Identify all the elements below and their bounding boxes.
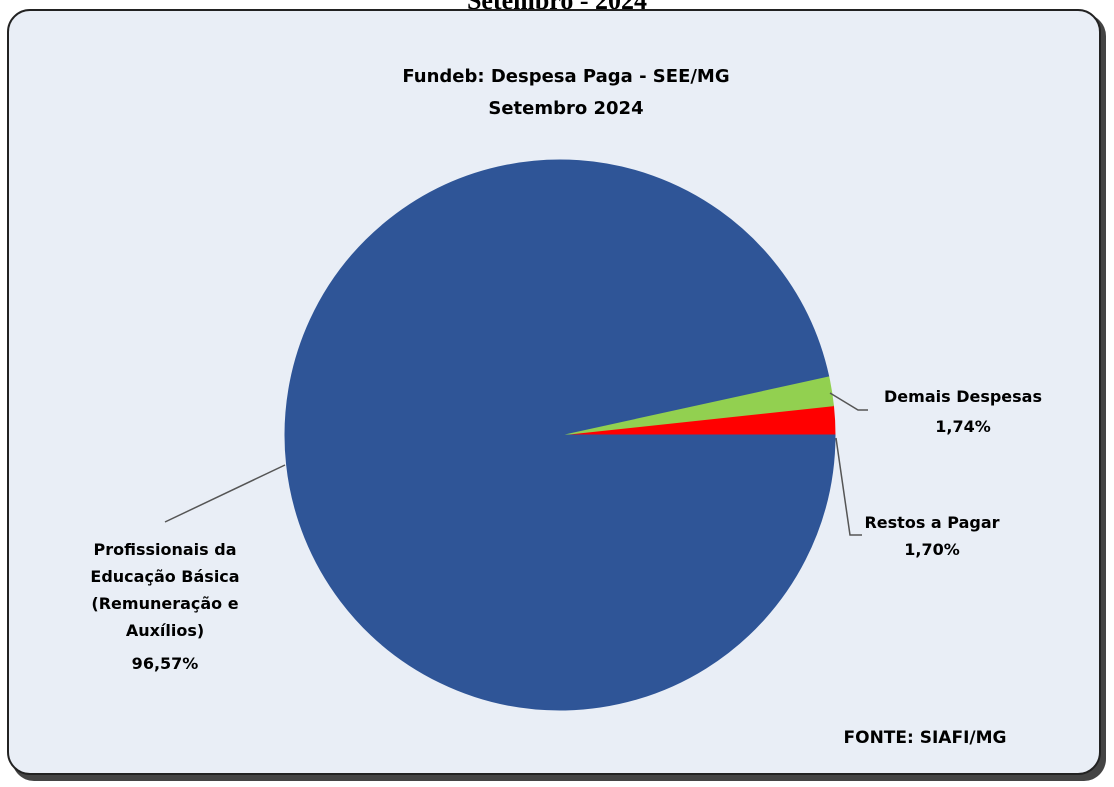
slice-label: Profissionais da Educação Básica (Remune… [90,540,240,640]
leader-line [164,464,286,523]
leader-line [835,437,862,536]
slice-label: Demais Despesas [884,387,1042,406]
chart-title: Fundeb: Despesa Paga - SEE/MG [402,66,729,87]
slice-value-label: 1,70% [904,540,960,559]
chart-subtitle: Setembro 2024 [488,98,643,119]
leader-line [829,392,868,411]
slice-label: Restos a Pagar [864,513,1000,532]
source: FONTE: SIAFI/MG [844,728,1007,748]
slice-value-label: 96,57% [131,654,199,673]
pie-slice [284,159,836,711]
slice-value-label: 1,74% [935,417,991,436]
